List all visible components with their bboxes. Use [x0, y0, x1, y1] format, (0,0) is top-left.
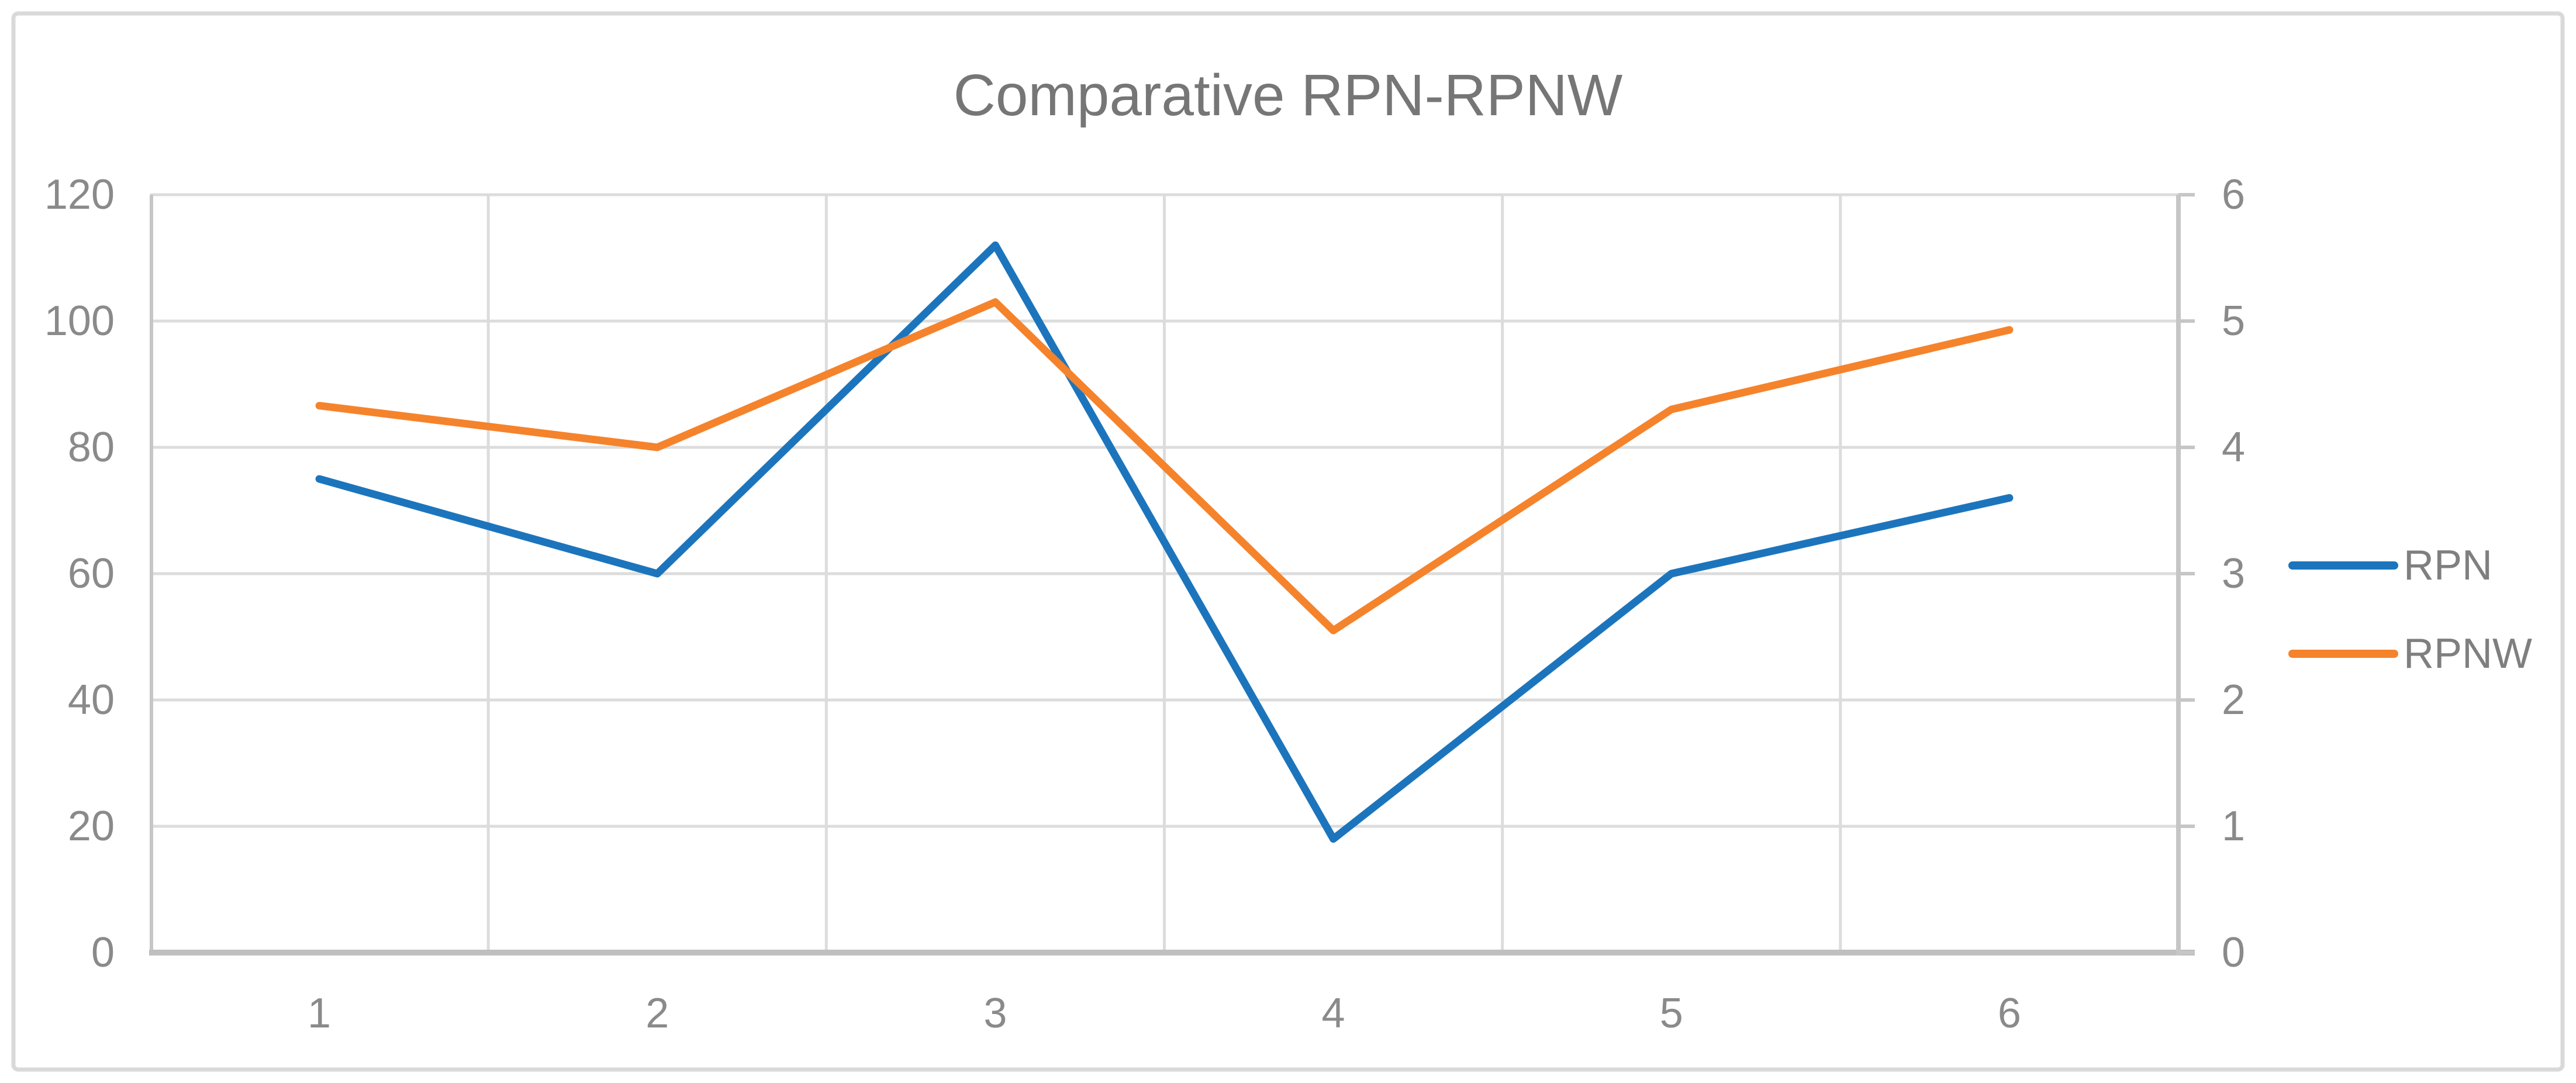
left-axis-tick-label: 0	[91, 929, 115, 976]
left-axis-tick-label: 60	[68, 550, 115, 597]
right-axis-tick-label: 0	[2222, 929, 2245, 976]
right-axis-tick-label: 4	[2222, 424, 2245, 471]
legend-label: RPNW	[2404, 630, 2532, 677]
right-axis-tick-label: 6	[2222, 171, 2245, 218]
x-axis-label: 4	[1322, 990, 1345, 1037]
v-gridlines	[486, 195, 1842, 953]
chart-title: Comparative RPN-RPNW	[954, 63, 1623, 128]
left-axis-tick-label: 40	[68, 677, 115, 723]
right-axis-labels: 0 1 2 3 4 5 6	[2222, 171, 2245, 976]
x-axis-label: 5	[1660, 990, 1683, 1037]
right-axis-ticks	[2178, 193, 2195, 954]
x-axis-label: 3	[983, 990, 1007, 1037]
series-rpn-line	[315, 241, 2014, 843]
right-axis-tick-label: 1	[2222, 803, 2245, 850]
x-axis-label: 1	[308, 990, 331, 1037]
left-axis-tick-label: 80	[68, 424, 115, 471]
left-axis-tick-label: 120	[44, 171, 115, 218]
right-axis-tick-label: 2	[2222, 677, 2245, 723]
x-axis-labels: 1 2 3 4 5 6	[308, 990, 2021, 1037]
x-axis-label: 6	[1998, 990, 2021, 1037]
x-axis-label: 2	[645, 990, 669, 1037]
right-axis-tick-label: 5	[2222, 298, 2245, 344]
legend-item-rpn: RPN	[2288, 542, 2492, 589]
figure-border	[11, 11, 2565, 1072]
legend-label: RPN	[2404, 542, 2492, 589]
left-axis-tick-label: 20	[68, 803, 115, 850]
legend-item-rpnw: RPNW	[2288, 630, 2532, 677]
left-axis-tick-label: 100	[44, 298, 115, 344]
right-axis-tick-label: 3	[2222, 550, 2245, 597]
series-rpnw-line	[315, 298, 2014, 634]
series-lines	[315, 241, 2014, 843]
left-axis-labels: 0 20 40 60 80 100 120	[44, 171, 115, 976]
legend: RPN RPNW	[2288, 542, 2532, 677]
